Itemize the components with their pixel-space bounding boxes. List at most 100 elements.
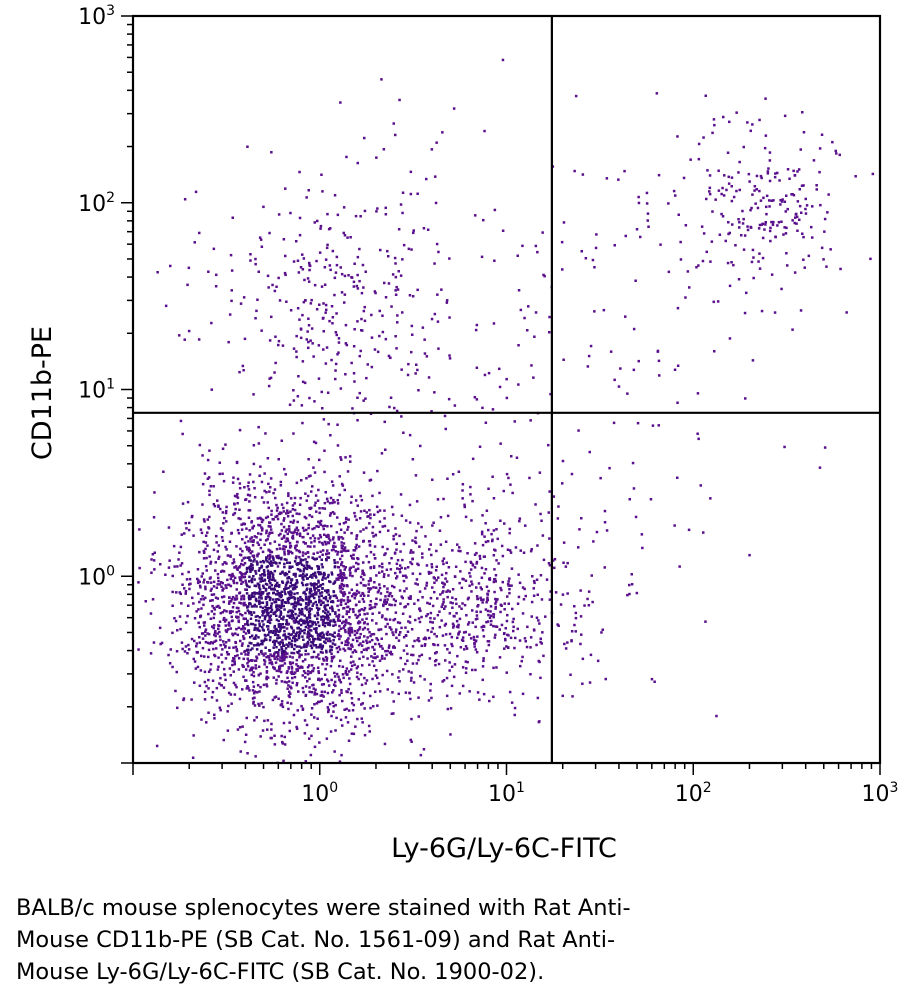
event-point xyxy=(332,689,335,692)
event-point xyxy=(338,573,342,576)
event-point xyxy=(319,519,323,523)
event-point xyxy=(284,637,288,641)
event-point xyxy=(322,527,325,531)
event-point xyxy=(279,606,283,610)
event-point xyxy=(277,584,281,587)
event-point xyxy=(466,552,469,555)
event-point xyxy=(378,571,381,574)
event-point xyxy=(221,529,225,532)
event-point xyxy=(593,266,596,269)
event-point xyxy=(301,666,304,669)
event-point xyxy=(617,385,621,388)
event-point xyxy=(811,205,814,208)
event-point xyxy=(324,362,328,365)
event-point xyxy=(320,599,323,603)
event-point xyxy=(714,198,717,201)
event-point xyxy=(420,525,423,529)
event-point xyxy=(409,551,412,554)
event-point xyxy=(276,593,280,596)
event-point xyxy=(490,619,493,623)
event-point xyxy=(493,259,496,262)
event-point xyxy=(399,274,403,277)
event-point xyxy=(252,540,255,544)
event-point xyxy=(492,666,495,670)
event-point xyxy=(313,571,317,574)
event-point xyxy=(353,596,357,600)
event-point xyxy=(296,709,299,712)
event-point xyxy=(260,594,263,597)
event-point xyxy=(412,551,415,554)
event-point xyxy=(355,616,359,619)
event-point xyxy=(651,424,655,427)
event-point xyxy=(332,498,335,502)
event-point xyxy=(761,256,765,260)
event-point xyxy=(242,597,246,601)
event-point xyxy=(398,621,402,625)
event-point xyxy=(352,372,356,375)
event-point xyxy=(673,368,677,371)
event-point xyxy=(839,267,842,271)
event-point xyxy=(258,629,261,632)
event-point xyxy=(222,616,226,620)
event-point xyxy=(392,122,395,125)
event-point xyxy=(261,652,264,655)
event-point xyxy=(256,541,259,544)
event-point xyxy=(440,605,443,609)
event-point xyxy=(797,168,801,171)
event-point xyxy=(679,258,683,261)
event-point xyxy=(430,696,433,700)
event-point xyxy=(411,645,415,648)
event-point xyxy=(226,653,230,656)
event-point xyxy=(445,571,448,575)
event-point xyxy=(450,665,454,668)
event-point xyxy=(349,554,353,558)
event-point xyxy=(453,575,457,578)
event-point xyxy=(323,640,326,643)
event-point xyxy=(470,519,473,522)
event-point xyxy=(235,581,239,585)
event-point xyxy=(193,639,196,643)
event-point xyxy=(412,231,415,235)
event-point xyxy=(378,520,382,523)
event-point xyxy=(336,499,339,502)
event-point xyxy=(332,548,335,551)
event-point xyxy=(234,640,237,644)
event-point xyxy=(274,335,277,338)
event-point xyxy=(429,616,432,620)
event-point xyxy=(266,613,270,617)
event-point xyxy=(273,540,277,543)
event-point xyxy=(605,529,609,532)
event-point xyxy=(291,508,295,511)
event-point xyxy=(336,553,339,556)
event-point xyxy=(734,244,737,247)
event-point xyxy=(232,561,236,564)
event-point xyxy=(358,354,361,358)
event-point xyxy=(320,390,323,394)
event-point xyxy=(475,562,478,565)
event-point xyxy=(286,597,289,600)
event-point xyxy=(252,560,255,563)
event-point xyxy=(335,672,339,676)
event-point xyxy=(319,650,323,654)
event-point xyxy=(779,203,782,206)
event-point xyxy=(481,514,484,517)
event-point xyxy=(265,665,269,669)
event-point xyxy=(278,636,281,639)
event-point xyxy=(770,273,774,276)
event-point xyxy=(361,578,365,581)
event-point xyxy=(333,635,336,639)
event-point xyxy=(368,607,372,611)
event-point xyxy=(240,576,243,579)
event-point xyxy=(276,506,279,510)
event-point xyxy=(356,671,359,674)
event-point xyxy=(362,286,365,289)
event-point xyxy=(285,622,288,626)
event-point xyxy=(244,632,248,635)
event-point xyxy=(247,516,251,519)
event-point xyxy=(377,682,381,685)
event-point xyxy=(314,623,318,626)
event-point xyxy=(702,232,706,235)
event-point xyxy=(280,439,283,442)
event-point xyxy=(421,326,425,329)
event-point xyxy=(303,732,307,735)
